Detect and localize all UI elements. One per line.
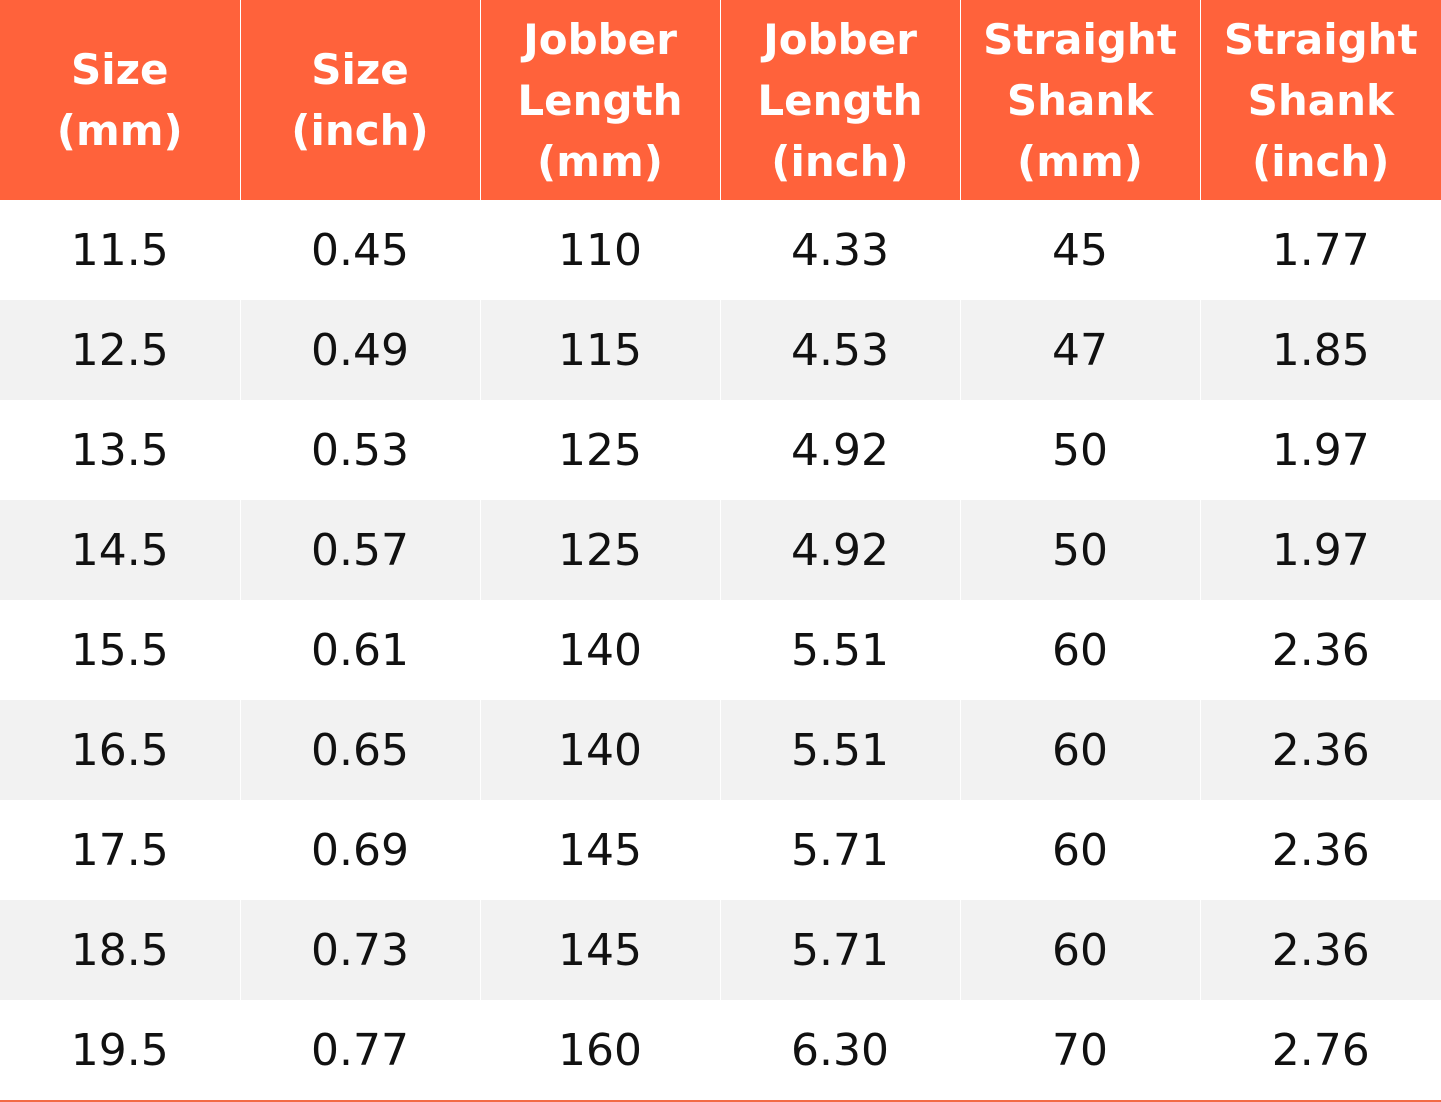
header-text: Size: [70, 45, 169, 94]
table-cell: 13.5: [0, 400, 240, 500]
table-row: 15.5 0.61 140 5.51 60 2.36: [0, 600, 1441, 700]
table-row: 17.5 0.69 145 5.71 60 2.36: [0, 800, 1441, 900]
table-cell: 60: [959, 900, 1200, 1000]
table-cell: 45: [959, 200, 1200, 300]
table-row: 18.5 0.73 145 5.71 60 2.36: [0, 900, 1441, 1000]
table-cell: 4.53: [719, 300, 960, 400]
table-cell: 2.36: [1199, 900, 1441, 1000]
table-cell: 2.36: [1199, 800, 1441, 900]
header-text: (inch): [771, 136, 909, 186]
table-cell: 115: [479, 300, 720, 400]
table-cell: 11.5: [0, 200, 240, 300]
table-cell: 0.53: [239, 400, 480, 500]
table-body: 11.5 0.45 110 4.33 45 1.77 12.5 0.49 115 4.53 47 1.…: [0, 200, 1441, 1101]
table-cell: 60: [959, 700, 1200, 800]
table-cell: 5.71: [719, 900, 960, 1000]
table-cell: 50: [959, 500, 1200, 600]
header-text: Straight: [1223, 14, 1418, 64]
table-cell: 0.45: [239, 200, 480, 300]
header-text: Jobber: [523, 14, 677, 64]
header-text: (inch): [291, 106, 429, 155]
table-cell: 125: [479, 400, 720, 500]
table-cell: 125: [479, 500, 720, 600]
table-cell: 2.76: [1199, 1000, 1441, 1101]
header-cell: Straight Shank (mm): [959, 0, 1200, 200]
table-row: 13.5 0.53 125 4.92 50 1.97: [0, 400, 1441, 500]
table-cell: 110: [479, 200, 720, 300]
header-text: (mm): [1017, 136, 1143, 186]
table-cell: 1.85: [1199, 300, 1441, 400]
table-cell: 60: [959, 600, 1200, 700]
table-cell: 47: [959, 300, 1200, 400]
table-cell: 0.73: [239, 900, 480, 1000]
header-text: (inch): [1252, 136, 1390, 186]
table-cell: 5.71: [719, 800, 960, 900]
table-cell: 0.61: [239, 600, 480, 700]
table-cell: 70: [959, 1000, 1200, 1101]
header-text: Length: [757, 75, 923, 125]
table-cell: 18.5: [0, 900, 240, 1000]
table-cell: 0.77: [239, 1000, 480, 1101]
table-cell: 0.69: [239, 800, 480, 900]
table-cell: 12.5: [0, 300, 240, 400]
table-cell: 1.97: [1199, 500, 1441, 600]
table-cell: 60: [959, 800, 1200, 900]
table-cell: 140: [479, 600, 720, 700]
table-cell: 160: [479, 1000, 720, 1101]
table-cell: 14.5: [0, 500, 240, 600]
table-cell: 1.77: [1199, 200, 1441, 300]
table-cell: 6.30: [719, 1000, 960, 1101]
header-row: Size (mm) Size (inch) Jobber Length (mm) Jobber…: [0, 0, 1441, 200]
header-cell: Size (inch): [239, 0, 480, 200]
header-text: (mm): [56, 106, 183, 155]
table-cell: 17.5: [0, 800, 240, 900]
table-cell: 50: [959, 400, 1200, 500]
table-row: 11.5 0.45 110 4.33 45 1.77: [0, 200, 1441, 300]
table-cell: 5.51: [719, 600, 960, 700]
header-text: Shank: [1006, 75, 1154, 125]
header-text: Shank: [1247, 75, 1394, 125]
header-text: Straight: [983, 14, 1177, 64]
table-cell: 1.97: [1199, 400, 1441, 500]
header-cell: Jobber Length (inch): [719, 0, 960, 200]
table-cell: 2.36: [1199, 700, 1441, 800]
table-cell: 0.65: [239, 700, 480, 800]
table-cell: 140: [479, 700, 720, 800]
table-cell: 4.92: [719, 400, 960, 500]
table-cell: 2.36: [1199, 600, 1441, 700]
table-cell: 0.57: [239, 500, 480, 600]
table-row: 14.5 0.57 125 4.92 50 1.97: [0, 500, 1441, 600]
header-cell: Straight Shank (inch): [1199, 0, 1441, 200]
table-cell: 145: [479, 900, 720, 1000]
table-cell: 5.51: [719, 700, 960, 800]
header-cell: Size (mm): [0, 0, 240, 200]
table-row: 16.5 0.65 140 5.51 60 2.36: [0, 700, 1441, 800]
header-text: Jobber: [763, 14, 917, 64]
table-cell: 16.5: [0, 700, 240, 800]
table-cell: 15.5: [0, 600, 240, 700]
table-cell: 0.49: [239, 300, 480, 400]
table-cell: 4.33: [719, 200, 960, 300]
header-text: Size: [311, 45, 409, 94]
header-text: Length: [517, 75, 683, 125]
header-cell: Jobber Length (mm): [479, 0, 720, 200]
header-text: (mm): [537, 136, 663, 186]
table-cell: 4.92: [719, 500, 960, 600]
table-row: 19.5 0.77 160 6.30 70 2.76: [0, 1000, 1441, 1101]
table-row: 12.5 0.49 115 4.53 47 1.85: [0, 300, 1441, 400]
table-cell: 19.5: [0, 1000, 240, 1101]
table-cell: 145: [479, 800, 720, 900]
